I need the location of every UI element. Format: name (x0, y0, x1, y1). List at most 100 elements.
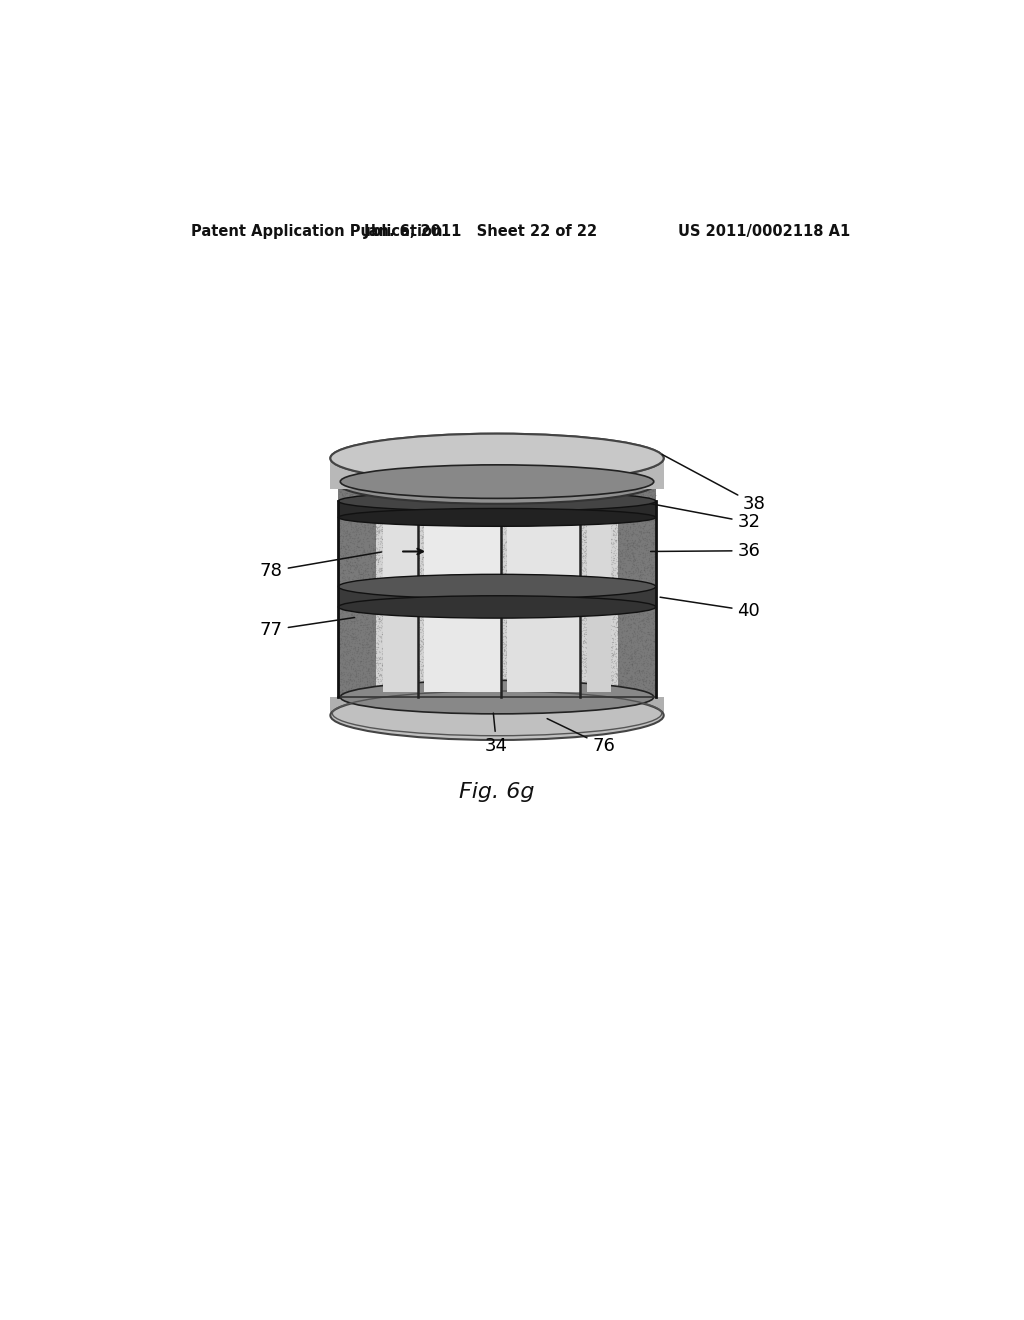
Point (558, 549, 574, 570)
Point (577, 524, 593, 545)
Point (524, 591, 541, 612)
Point (357, 667, 374, 688)
Point (387, 477, 403, 498)
Point (462, 681, 478, 702)
Point (512, 622, 528, 643)
Point (352, 478, 369, 499)
Point (525, 496, 542, 517)
Point (602, 552, 618, 573)
Point (539, 515, 555, 536)
Point (529, 582, 546, 603)
Point (435, 520, 452, 541)
Point (626, 550, 642, 572)
Point (637, 631, 653, 652)
Point (431, 622, 447, 643)
Point (419, 624, 435, 645)
Point (555, 519, 571, 540)
Point (599, 605, 615, 626)
Point (573, 573, 590, 594)
Point (512, 668, 528, 689)
Point (354, 659, 371, 680)
Point (475, 487, 492, 508)
Point (523, 627, 540, 648)
Point (467, 605, 483, 626)
Point (386, 677, 402, 698)
Point (634, 565, 650, 586)
Point (374, 591, 390, 612)
Point (571, 498, 588, 519)
Point (527, 504, 544, 525)
Point (343, 483, 359, 504)
Point (636, 599, 652, 620)
Point (498, 682, 514, 704)
Point (451, 665, 467, 686)
Point (513, 578, 529, 599)
Point (398, 483, 415, 504)
Point (415, 578, 431, 599)
Point (354, 616, 371, 638)
Point (627, 647, 643, 668)
Point (347, 515, 364, 536)
Point (373, 574, 389, 595)
Point (522, 680, 539, 701)
Point (411, 665, 427, 686)
Point (454, 474, 470, 495)
Point (502, 598, 518, 619)
Point (472, 597, 488, 618)
Point (502, 594, 518, 615)
Point (639, 598, 655, 619)
Point (591, 529, 607, 550)
Point (351, 564, 368, 585)
Point (603, 573, 620, 594)
Point (472, 506, 488, 527)
Point (441, 504, 458, 525)
Point (526, 515, 543, 536)
Point (337, 635, 353, 656)
Point (512, 516, 528, 537)
Point (530, 513, 547, 535)
Point (396, 664, 413, 685)
Point (406, 594, 422, 615)
Point (608, 615, 625, 636)
Point (639, 680, 655, 701)
Point (336, 645, 352, 667)
Point (485, 490, 502, 511)
Point (502, 558, 518, 579)
Point (435, 591, 452, 612)
Point (560, 623, 577, 644)
Point (535, 546, 551, 568)
Point (410, 503, 426, 524)
Point (365, 612, 381, 634)
Point (375, 635, 391, 656)
Point (469, 558, 485, 579)
Point (644, 520, 660, 541)
Point (377, 508, 393, 529)
Point (364, 676, 380, 697)
Point (542, 544, 558, 565)
Point (456, 678, 472, 700)
Point (452, 643, 468, 664)
Point (359, 648, 376, 669)
Point (587, 574, 603, 595)
Point (596, 553, 612, 574)
Point (565, 660, 582, 681)
Point (508, 479, 524, 500)
Point (335, 537, 351, 558)
Point (553, 590, 569, 611)
Point (630, 583, 646, 605)
Point (616, 684, 633, 705)
Point (359, 607, 376, 628)
Point (472, 521, 488, 543)
Point (545, 573, 561, 594)
Point (396, 521, 413, 543)
Point (512, 669, 528, 690)
Point (553, 594, 569, 615)
Point (461, 676, 477, 697)
Point (472, 519, 488, 540)
Point (335, 527, 351, 548)
Point (593, 548, 609, 569)
Point (640, 482, 656, 503)
Point (342, 644, 358, 665)
Point (460, 516, 476, 537)
Point (627, 665, 643, 686)
